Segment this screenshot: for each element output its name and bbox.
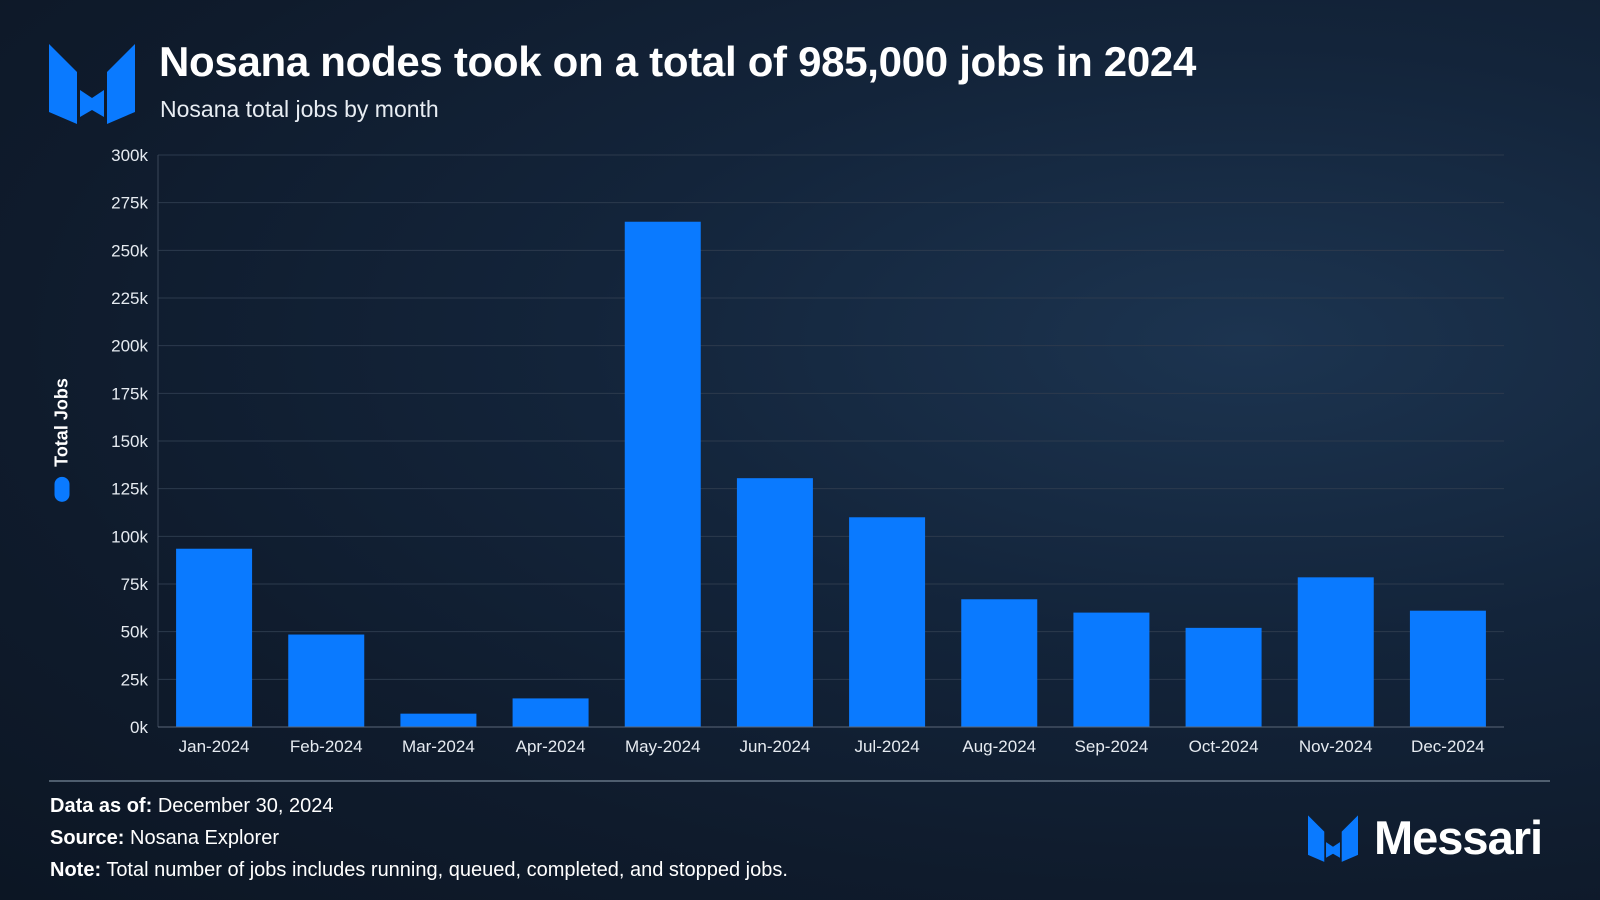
brand-logo: Messari <box>1308 810 1543 865</box>
bar <box>1297 577 1374 727</box>
y-tick-label: 75k <box>121 575 149 594</box>
y-tick-label: 275k <box>111 194 148 213</box>
bar <box>736 478 813 727</box>
y-tick-label: 250k <box>111 241 148 260</box>
note-value: Total number of jobs includes running, q… <box>106 859 788 881</box>
x-tick-label: Jul-2024 <box>854 737 919 756</box>
bar-chart: 0k 25k 50k 75k 100k 125k 150k 175k 200k 225k 250k 2… <box>111 146 1504 756</box>
messari-logo-icon <box>49 44 135 124</box>
note-label: Note: <box>50 859 102 881</box>
y-axis-label-container: Total Jobs <box>44 355 80 525</box>
data-as-of-value: December 30, 2024 <box>157 795 334 817</box>
bar <box>1185 627 1262 727</box>
chart-title: Nosana nodes took on a total of 985,000 … <box>159 38 1197 85</box>
x-tick-label: Dec-2024 <box>1411 737 1485 756</box>
x-tick-label: Jun-2024 <box>739 737 810 756</box>
x-tick-label: Jan-2024 <box>179 737 250 756</box>
data-as-of-line: Data as of: December 30, 2024 <box>50 790 788 822</box>
source-line: Source: Nosana Explorer <box>50 822 788 854</box>
y-tick-label: 200k <box>111 337 148 356</box>
y-tick-label: 175k <box>111 384 148 403</box>
x-tick-label: Sep-2024 <box>1075 737 1149 756</box>
bar <box>1409 610 1486 727</box>
bar <box>512 698 589 727</box>
note-line: Note: Total number of jobs includes runn… <box>50 854 788 886</box>
y-tick-label: 50k <box>121 623 149 642</box>
x-tick-label: Aug-2024 <box>962 737 1036 756</box>
bar <box>400 713 477 727</box>
x-tick-label: May-2024 <box>625 737 701 756</box>
x-tick-label: Oct-2024 <box>1189 737 1259 756</box>
source-value: Nosana Explorer <box>130 827 279 849</box>
bar <box>176 548 253 727</box>
brand-name: Messari <box>1374 811 1543 864</box>
y-tick-label: 0k <box>130 718 148 737</box>
bar <box>961 599 1038 727</box>
footer-notes: Data as of: December 30, 2024 Source: No… <box>50 790 788 886</box>
data-as-of-label: Data as of: <box>50 795 153 817</box>
bar <box>288 634 365 727</box>
x-tick-label: Nov-2024 <box>1299 737 1373 756</box>
bar <box>849 517 926 727</box>
x-tick-label: Apr-2024 <box>516 737 586 756</box>
chart-subtitle: Nosana total jobs by month <box>160 96 439 122</box>
source-label: Source: <box>50 827 125 849</box>
bar <box>1073 612 1150 727</box>
y-tick-label: 100k <box>111 527 148 546</box>
messari-m-logo-icon <box>1308 814 1358 862</box>
y-tick-label: 150k <box>111 432 148 451</box>
footer-divider <box>49 780 1550 782</box>
legend-swatch <box>54 476 70 502</box>
y-axis-label: Total Jobs <box>51 378 72 467</box>
y-tick-label: 225k <box>111 289 148 308</box>
x-tick-label: Feb-2024 <box>290 737 363 756</box>
bar <box>624 221 701 727</box>
y-tick-label: 125k <box>111 480 148 499</box>
y-tick-label: 300k <box>111 146 148 165</box>
y-tick-label: 25k <box>121 670 149 689</box>
x-tick-label: Mar-2024 <box>402 737 475 756</box>
